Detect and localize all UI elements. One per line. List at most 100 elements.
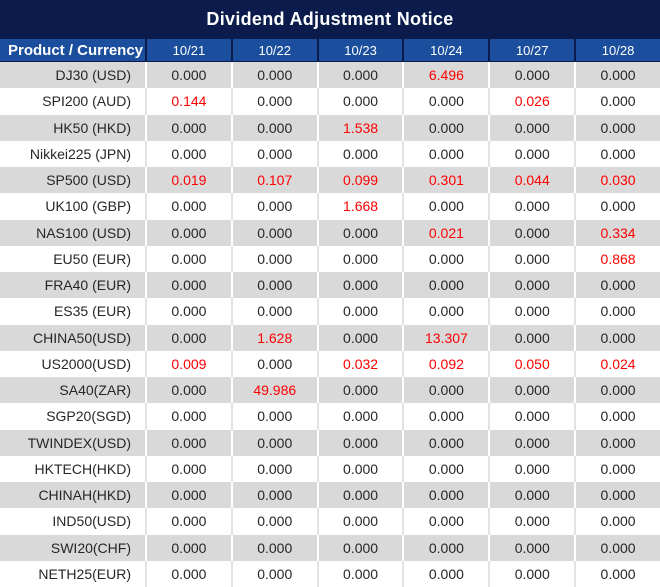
value-cell: 0.000 <box>488 534 575 561</box>
value-cell: 0.000 <box>316 482 403 509</box>
value-cell: 0.000 <box>574 298 660 325</box>
value-cell: 0.000 <box>230 272 317 299</box>
value-cell: 0.000 <box>230 534 317 561</box>
product-cell: CHINA50(USD) <box>0 324 145 351</box>
value-cell: 49.986 <box>230 377 317 404</box>
value-cell: 0.000 <box>316 272 403 299</box>
value-cell: 0.000 <box>145 508 231 535</box>
product-cell: Nikkei225 (JPN) <box>0 140 145 167</box>
value-cell: 0.021 <box>402 219 489 246</box>
product-cell: SA40(ZAR) <box>0 377 145 404</box>
value-cell: 0.000 <box>145 482 231 509</box>
table-row: HKTECH(HKD) 0.000 0.000 0.000 0.000 0.000 0.00… <box>0 455 660 482</box>
product-cell: ES35 (EUR) <box>0 298 145 325</box>
value-cell: 0.000 <box>402 429 489 456</box>
product-cell: SWI20(CHF) <box>0 534 145 561</box>
value-cell: 0.000 <box>574 482 660 509</box>
value-cell: 0.000 <box>230 403 317 430</box>
value-cell: 0.000 <box>230 508 317 535</box>
value-cell: 0.000 <box>145 219 231 246</box>
value-cell: 0.000 <box>316 403 403 430</box>
value-cell: 0.000 <box>488 482 575 509</box>
value-cell: 0.009 <box>145 350 231 377</box>
value-cell: 0.000 <box>316 508 403 535</box>
value-cell: 0.000 <box>145 534 231 561</box>
product-cell: EU50 (EUR) <box>0 245 145 272</box>
value-cell: 0.000 <box>488 219 575 246</box>
value-cell: 0.000 <box>488 324 575 351</box>
value-cell: 0.000 <box>230 560 317 587</box>
value-cell: 0.000 <box>402 377 489 404</box>
value-cell: 0.044 <box>488 167 575 194</box>
value-cell: 0.000 <box>145 324 231 351</box>
column-header-product: Product / Currency <box>0 39 145 62</box>
product-cell: IND50(USD) <box>0 508 145 535</box>
product-cell: SPI200 (AUD) <box>0 88 145 115</box>
table-row: US2000(USD) 0.009 0.000 0.032 0.092 0.050 0.02… <box>0 350 660 377</box>
product-cell: SGP20(SGD) <box>0 403 145 430</box>
value-cell: 0.024 <box>574 350 660 377</box>
value-cell: 0.000 <box>316 377 403 404</box>
product-cell: HKTECH(HKD) <box>0 455 145 482</box>
product-cell: CHINAH(HKD) <box>0 482 145 509</box>
value-cell: 0.000 <box>402 560 489 587</box>
value-cell: 0.030 <box>574 167 660 194</box>
value-cell: 0.019 <box>145 167 231 194</box>
column-header-date-3: 10/23 <box>316 39 403 62</box>
table-row: NAS100 (USD) 0.000 0.000 0.000 0.021 0.000 0.3… <box>0 219 660 246</box>
value-cell: 0.000 <box>145 193 231 220</box>
table-row: IND50(USD) 0.000 0.000 0.000 0.000 0.000 0.000 <box>0 508 660 535</box>
value-cell: 0.032 <box>316 350 403 377</box>
value-cell: 0.000 <box>574 193 660 220</box>
value-cell: 0.092 <box>402 350 489 377</box>
value-cell: 0.000 <box>316 298 403 325</box>
table-row: ES35 (EUR) 0.000 0.000 0.000 0.000 0.000 0.000 <box>0 298 660 325</box>
value-cell: 0.000 <box>145 298 231 325</box>
value-cell: 0.000 <box>488 429 575 456</box>
value-cell: 0.000 <box>574 403 660 430</box>
product-cell: US2000(USD) <box>0 350 145 377</box>
value-cell: 0.000 <box>574 88 660 115</box>
value-cell: 0.000 <box>145 140 231 167</box>
value-cell: 0.026 <box>488 88 575 115</box>
value-cell: 0.868 <box>574 245 660 272</box>
value-cell: 1.538 <box>316 114 403 141</box>
value-cell: 0.000 <box>230 62 317 89</box>
value-cell: 0.000 <box>574 508 660 535</box>
value-cell: 0.000 <box>488 114 575 141</box>
value-cell: 0.000 <box>316 455 403 482</box>
value-cell: 0.000 <box>230 482 317 509</box>
value-cell: 0.000 <box>574 140 660 167</box>
value-cell: 0.000 <box>488 455 575 482</box>
product-cell: NAS100 (USD) <box>0 219 145 246</box>
value-cell: 0.000 <box>316 219 403 246</box>
value-cell: 0.000 <box>402 245 489 272</box>
value-cell: 0.000 <box>145 245 231 272</box>
table-row: FRA40 (EUR) 0.000 0.000 0.000 0.000 0.000 0.00… <box>0 272 660 299</box>
value-cell: 0.000 <box>402 88 489 115</box>
table-row: UK100 (GBP) 0.000 0.000 1.668 0.000 0.000 0.00… <box>0 193 660 220</box>
table-row: SPI200 (AUD) 0.144 0.000 0.000 0.000 0.026 0.0… <box>0 88 660 115</box>
value-cell: 0.000 <box>488 272 575 299</box>
value-cell: 0.000 <box>402 482 489 509</box>
value-cell: 0.000 <box>316 245 403 272</box>
value-cell: 0.000 <box>230 88 317 115</box>
value-cell: 0.000 <box>316 534 403 561</box>
value-cell: 0.000 <box>574 62 660 89</box>
column-header-date-5: 10/27 <box>488 39 575 62</box>
value-cell: 0.000 <box>574 429 660 456</box>
value-cell: 0.000 <box>488 193 575 220</box>
value-cell: 0.000 <box>488 62 575 89</box>
value-cell: 0.000 <box>230 245 317 272</box>
value-cell: 0.000 <box>402 455 489 482</box>
value-cell: 0.000 <box>574 272 660 299</box>
value-cell: 0.000 <box>488 403 575 430</box>
column-header-date-2: 10/22 <box>230 39 317 62</box>
value-cell: 0.000 <box>488 140 575 167</box>
product-cell: UK100 (GBP) <box>0 193 145 220</box>
value-cell: 0.000 <box>316 88 403 115</box>
header-row: Product / Currency 10/21 10/22 10/23 10/… <box>0 39 660 62</box>
value-cell: 0.000 <box>574 114 660 141</box>
value-cell: 0.000 <box>230 455 317 482</box>
table-body: DJ30 (USD) 0.000 0.000 0.000 6.496 0.000 0.000… <box>0 62 660 587</box>
